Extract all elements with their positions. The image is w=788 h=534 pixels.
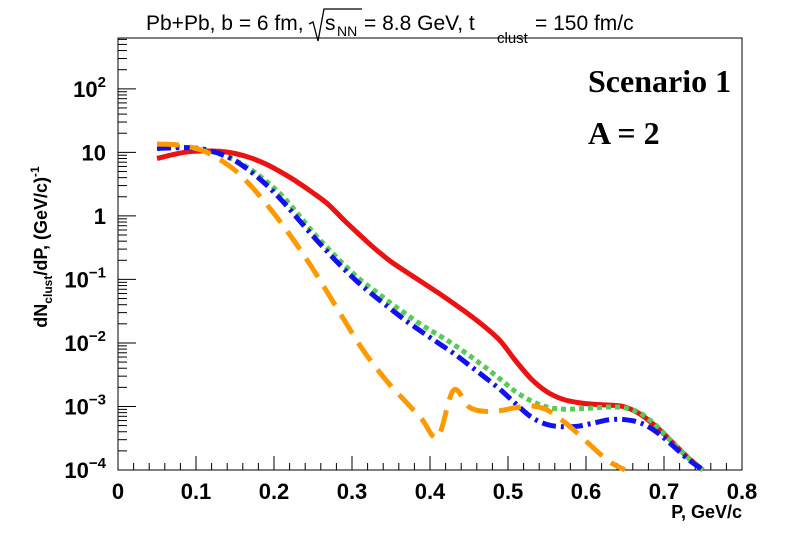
series-orange-dashed-line — [156, 141, 627, 473]
sqrt-symbol-icon — [308, 8, 362, 42]
y-label-mid: /dP, (GeV/c) — [31, 177, 51, 276]
y-label-superscript: -1 — [28, 166, 42, 177]
y-tick-label: 10−1 — [64, 264, 106, 292]
annotation-scenario: Scenario 1 — [588, 63, 731, 99]
x-tick-label: 0.1 — [181, 479, 212, 504]
minor-ticks — [118, 38, 727, 470]
y-tick-labels: 10−4 10−3 10−2 10−1 1 10 102 — [64, 74, 106, 483]
x-tick-label: 0.3 — [337, 479, 368, 504]
annotation-mass-number: A = 2 — [588, 115, 660, 151]
y-tick-label: 10 — [82, 140, 106, 165]
series-green-dotted-line — [156, 143, 705, 472]
y-label-subscript: clust — [41, 276, 55, 304]
series-red-solid-line — [156, 148, 705, 472]
y-tick-label: 10−3 — [64, 391, 106, 419]
x-tick-label: 0.5 — [493, 479, 524, 504]
y-label-base: dN — [31, 304, 51, 328]
series-blue-dashdot-line — [156, 145, 705, 473]
x-tick-label: 0 — [112, 479, 124, 504]
x-tick-label: 0.7 — [649, 479, 680, 504]
major-ticks — [117, 88, 743, 471]
title-prefix: Pb+Pb, b = 6 fm, — [146, 12, 304, 35]
plot-area — [117, 37, 743, 473]
title-time: = 150 fm/c — [535, 12, 634, 35]
title-sqrt-s: s — [325, 12, 336, 35]
y-tick-label: 102 — [73, 74, 106, 102]
curves — [156, 141, 705, 473]
x-tick-label: 0.2 — [259, 479, 290, 504]
chart-title: Pb+Pb, b = 6 fm, s NN = 8.8 GeV, t clust… — [146, 8, 634, 47]
x-tick-labels: 0 0.1 0.2 0.3 0.4 0.5 0.6 0.7 0.8 — [112, 479, 757, 504]
y-axis-label: dNclust/dP, (GeV/c)-1 — [28, 166, 55, 328]
y-tick-label: 10−4 — [64, 455, 106, 483]
x-tick-label: 0.6 — [571, 479, 602, 504]
title-energy: = 8.8 GeV, t — [364, 12, 475, 35]
svg-text:dNclust/dP, (GeV/c)-1: dNclust/dP, (GeV/c)-1 — [28, 166, 55, 328]
x-tick-label: 0.8 — [727, 479, 758, 504]
plot-frame — [117, 37, 743, 471]
y-tick-label: 10−2 — [64, 328, 106, 356]
title-sqrt-s-subscript: NN — [337, 23, 357, 39]
x-axis-label: P, GeV/c — [671, 502, 742, 522]
y-tick-label: 1 — [94, 204, 106, 229]
x-tick-label: 0.4 — [415, 479, 446, 504]
